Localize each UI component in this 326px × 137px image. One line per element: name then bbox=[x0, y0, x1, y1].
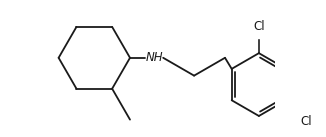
Text: Cl: Cl bbox=[300, 115, 312, 128]
Text: Cl: Cl bbox=[253, 20, 265, 33]
Text: NH: NH bbox=[145, 51, 163, 64]
